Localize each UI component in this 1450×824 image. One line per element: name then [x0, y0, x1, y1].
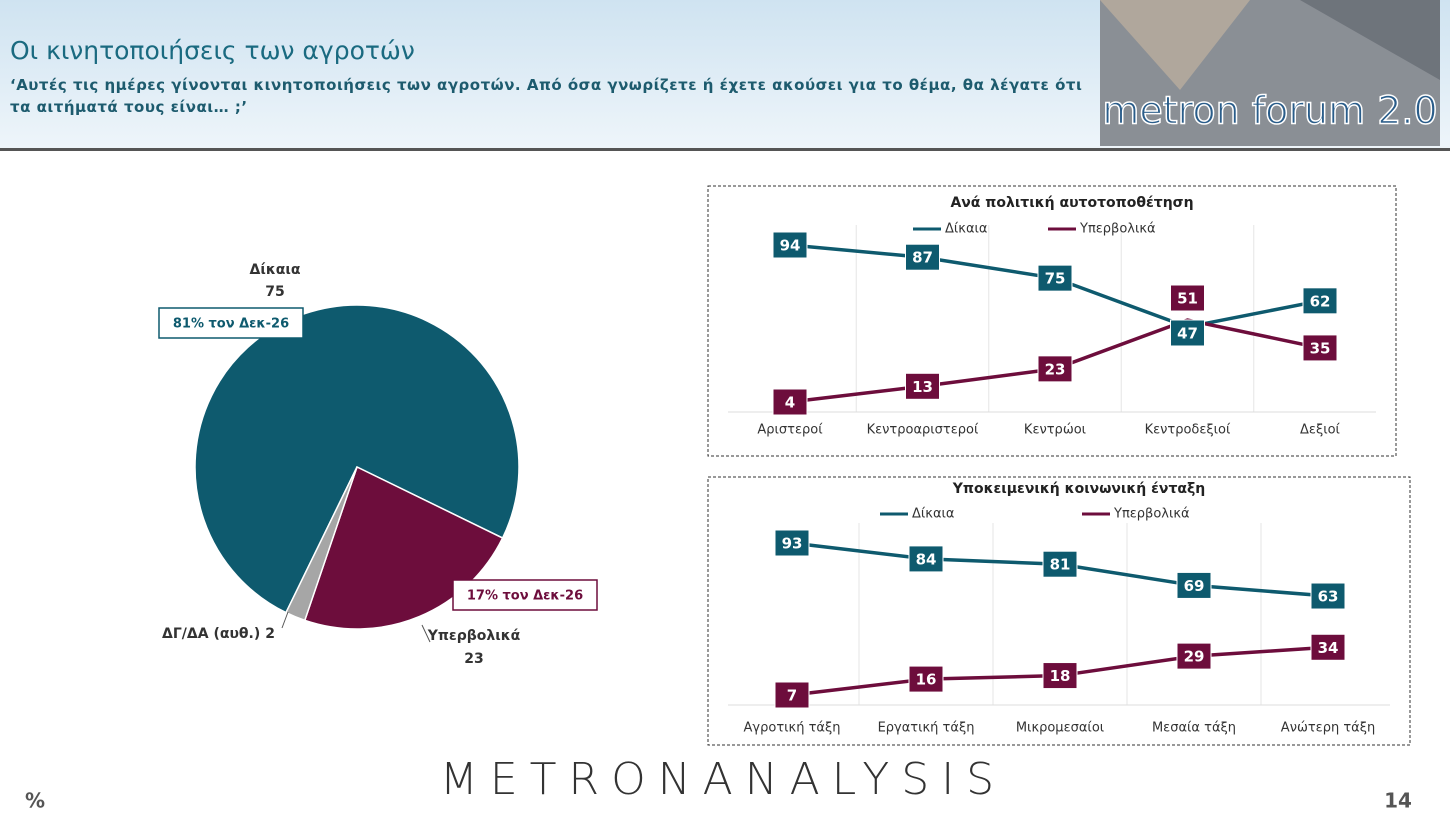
data-label-box [1042, 550, 1078, 578]
data-label: 62 [1310, 292, 1331, 310]
data-label: 23 [1045, 360, 1066, 378]
logo-art [1100, 0, 1250, 90]
footer-brand: METRONANALYSIS [440, 754, 1006, 805]
header-rule [0, 148, 1450, 151]
data-label-box [905, 372, 940, 400]
data-label-box [1037, 355, 1073, 383]
annotation: 17% τον Δεκ-26 [467, 589, 583, 604]
pie-category: Υπερβολικά [427, 628, 521, 644]
x-tick-label: Ανώτερη τάξη [1281, 721, 1375, 736]
data-label-box [1176, 571, 1212, 599]
data-label: 16 [916, 671, 937, 689]
annotation: 81% τον Δεκ-26 [173, 317, 289, 332]
legend-label: Δίκαια [945, 222, 988, 237]
pie-category: Δίκαια [250, 262, 301, 278]
pie-slice [284, 466, 358, 622]
chart-title: Ανά πολιτική αυτοτοποθέτηση [950, 195, 1193, 211]
chart-frame [707, 476, 1411, 746]
logo-art [1300, 0, 1440, 80]
subtitle-box: ‘Αυτές τις ημέρες γίνονται κινητοποιήσει… [10, 76, 1083, 116]
data-label: 47 [1177, 324, 1198, 342]
unit-label: % [25, 789, 45, 813]
leader [281, 611, 289, 629]
data-label: 75 [1045, 270, 1066, 288]
data-label: 94 [780, 237, 801, 255]
x-tick-label: Κεντροαριστεροί [867, 423, 979, 438]
x-tick-label: Αριστεροί [757, 423, 823, 438]
data-label-box [1170, 319, 1205, 347]
data-label-box [772, 388, 808, 416]
data-label-box [772, 231, 808, 259]
chart-frame [707, 185, 1397, 457]
data-label-box [1302, 287, 1338, 315]
data-label: 13 [912, 378, 933, 396]
data-label-box [1176, 642, 1212, 670]
data-label: 93 [782, 535, 803, 553]
data-label: 69 [1184, 577, 1205, 595]
pie-value: 23 [464, 651, 483, 667]
chart-title: Υποκειμενική κοινωνική ένταξη [952, 481, 1206, 497]
annotation-box [158, 307, 304, 339]
x-tick-label: Κεντρώοι [1024, 423, 1086, 438]
data-label: 81 [1050, 556, 1071, 574]
data-label-box [774, 529, 810, 557]
data-label: 7 [787, 687, 797, 705]
logo-text: metron forum 2.0 [1102, 89, 1437, 133]
pie-slice [194, 304, 520, 614]
legend-label: Δίκαια [912, 507, 955, 522]
data-label-box [774, 681, 810, 709]
data-label: 51 [1177, 290, 1198, 308]
data-label-box [1042, 662, 1078, 690]
x-tick-label: Εργατική τάξη [878, 721, 975, 736]
legend-label: Υπερβολικά [1113, 507, 1190, 522]
x-tick-label: Μικρομεσαίοι [1016, 721, 1104, 736]
page-subtitle: ‘Αυτές τις ημέρες γίνονται κινητοποιήσει… [10, 76, 1083, 116]
annotation-box [452, 579, 598, 611]
x-tick-label: Αγροτική τάξη [744, 721, 841, 736]
data-label: 87 [912, 249, 933, 267]
data-label: 35 [1310, 339, 1331, 357]
data-label-box [905, 243, 940, 271]
data-label-box [1302, 334, 1338, 362]
x-tick-label: Μεσαία τάξη [1152, 721, 1236, 736]
x-tick-label: Δεξιοί [1300, 423, 1341, 438]
x-tick-label: Κεντροδεξιοί [1145, 423, 1231, 438]
data-label: 18 [1050, 667, 1071, 685]
legend-label: Υπερβολικά [1079, 222, 1156, 237]
pie-label: ΔΓ/ΔΑ (αυθ.) 2 [162, 626, 275, 642]
pie-value: 2 [265, 626, 275, 642]
page-title: Οι κινητοποιήσεις των αγροτών [10, 36, 415, 65]
pie-category: ΔΓ/ΔΑ (αυθ.) [162, 626, 260, 642]
pie-value: 75 [265, 284, 284, 300]
page-number: 14 [1384, 789, 1412, 813]
leader [421, 624, 431, 643]
data-label-box [1310, 582, 1346, 610]
data-label-box [1037, 264, 1073, 292]
data-label-box [1170, 284, 1205, 312]
data-label: 4 [785, 394, 795, 412]
data-label: 63 [1318, 588, 1339, 606]
data-label: 29 [1184, 648, 1205, 666]
data-label: 34 [1318, 639, 1339, 657]
data-label-box [908, 545, 944, 573]
data-label-box [1310, 633, 1346, 661]
data-label-box [908, 665, 944, 693]
data-label: 84 [916, 550, 937, 568]
